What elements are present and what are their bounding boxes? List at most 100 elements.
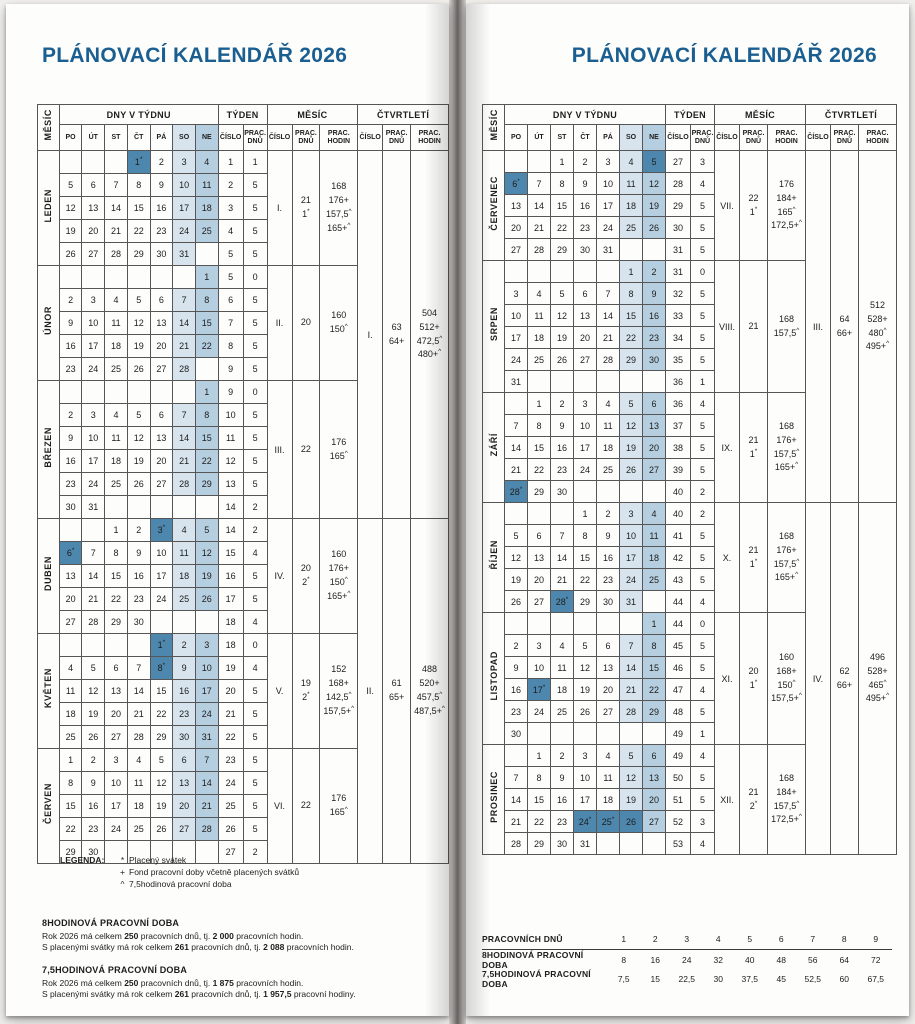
day-cell: 7 — [619, 634, 643, 657]
day-cell: 12 — [550, 304, 574, 327]
text-run: Rok 2026 má celkem — [42, 931, 125, 941]
week-number-cell: 27 — [665, 150, 691, 173]
day-cell: 18 — [596, 788, 620, 811]
day-cell: 18 — [104, 449, 128, 473]
day-cell: 27 — [504, 238, 528, 261]
day-cell: 24 — [194, 702, 219, 726]
day-cell — [58, 380, 83, 404]
day-cell: 8 — [573, 524, 597, 547]
day-cell: 4 — [104, 403, 128, 427]
day-cell: 6* — [58, 541, 83, 565]
calendar-table: MĚSÍC DNY V TÝDNU TÝDEN MĚSÍC ČTVRTLETÍ PO ÚT S… — [37, 104, 449, 864]
value-line: 496 — [869, 651, 886, 662]
day-cell — [619, 370, 643, 393]
day-cell: 4 — [596, 392, 620, 415]
day-cell: 2 — [81, 748, 106, 772]
day-cell: 31 — [194, 725, 219, 749]
day-cell: 28 — [172, 357, 196, 381]
col-header-ctvrtleti-prac-dnu: PRAC. DNŮ — [830, 124, 859, 151]
month-numeral-cell: V. — [266, 633, 293, 749]
day-cell — [619, 480, 643, 503]
value-line: 157,5^ — [773, 447, 800, 459]
page-title: PLÁNOVACÍ KALENDÁŘ 2026 — [571, 44, 877, 67]
month-hours-cell: 160 168+ 150^ 157,5+^ — [767, 612, 806, 745]
day-cell: 10 — [527, 656, 551, 679]
symbol-marker: * — [71, 547, 75, 554]
value-line: 172,5+^ — [771, 219, 802, 231]
header-mesic-rotated: MĚSÍC — [482, 104, 505, 151]
hours-value-cell: 67,5 — [867, 973, 885, 984]
month-label-text: ÚNOR — [43, 306, 54, 335]
day-cell — [527, 722, 551, 745]
week-workdays-cell: 5 — [242, 196, 268, 220]
day-cell: 7 — [504, 414, 528, 437]
week-number-cell: 53 — [665, 832, 691, 855]
value-line: 22 — [300, 800, 311, 811]
day-cell: 10 — [172, 173, 196, 197]
header-ctvrtleti-group: ČTVRTLETÍ — [805, 104, 897, 125]
day-cell — [172, 495, 196, 519]
week-workdays-cell: 5 — [242, 472, 268, 496]
week-workdays-cell: 5 — [690, 656, 715, 679]
month-label: KVĚTEN — [37, 633, 60, 749]
day-cell — [527, 502, 551, 525]
day-cell: 21 — [104, 219, 128, 243]
col-header-čt: ČT — [126, 124, 151, 151]
day-cell: 15 — [194, 311, 219, 335]
week-number-cell: 51 — [665, 788, 691, 811]
day-cell: 6* — [504, 172, 528, 195]
month-hours-cell: 168 184+ 157,5^ 172,5+^ — [767, 744, 806, 855]
quarter-numeral-cell: III. — [805, 150, 831, 503]
text-run: pracovních dnů, tj. — [188, 942, 264, 953]
day-cell: 1 — [642, 612, 666, 635]
value-line: 2* — [749, 799, 758, 811]
day-cell: 21 — [172, 449, 196, 473]
day-cell: 29 — [194, 472, 219, 496]
day-cell: 19 — [126, 449, 151, 473]
month-hours-cell: 168 176+ 157,5^ 165+^ — [767, 502, 806, 613]
day-cell: 3 — [81, 288, 106, 312]
col-header-ctvrtleti-cislo: ČÍSLO — [357, 124, 384, 151]
bold-number: 2 000 — [212, 931, 234, 941]
week-workdays-cell: 5 — [690, 216, 715, 239]
week-number-cell: 22 — [217, 725, 244, 749]
week-workdays-cell: 5 — [690, 766, 715, 789]
day-cell: 27 — [81, 242, 106, 266]
week-number-cell: 49 — [665, 722, 691, 745]
hours-data-row: 7,5HODINOVÁ PRACOVNÍ DOBA 7,5 15 22,5 30 37,5… — [482, 969, 892, 989]
day-cell — [504, 744, 528, 767]
value-line: 152 — [331, 664, 347, 675]
day-cell — [596, 480, 620, 503]
day-cell: 4 — [642, 502, 666, 525]
day-cell — [550, 612, 574, 635]
value-line: 21 — [748, 320, 759, 331]
week-number-cell: 15 — [217, 541, 244, 565]
day-cell: 8 — [58, 771, 83, 795]
day-cell: 2 — [126, 518, 151, 542]
quarter-numeral-cell: II. — [357, 518, 384, 864]
day-cell — [596, 612, 620, 635]
static-tr: 16 17 18 19 20 21 22 8 5 — [38, 334, 449, 358]
header-tyden-group: TÝDEN — [665, 104, 715, 125]
day-cell: 1 — [619, 260, 643, 283]
day-cell: 20 — [104, 702, 128, 726]
day-cell: 18 — [194, 196, 219, 220]
hours-row-label: 8HODINOVÁ PRACOVNÍ DOBA — [482, 949, 584, 970]
week-workdays-cell: 0 — [242, 380, 268, 404]
day-cell: 13 — [58, 564, 83, 588]
day-cell: 5 — [126, 403, 151, 427]
symbol-marker: * — [754, 799, 758, 807]
day-cell: 14 — [619, 656, 643, 679]
static-tr: 15 16 17 18 19 20 21 25 5 — [38, 794, 449, 818]
static-tr: 5 6 7 8 9 10 11 2 5 — [38, 173, 449, 197]
value-line: 22 — [300, 443, 311, 454]
symbol-marker: * — [754, 205, 758, 213]
symbol-marker: ^ — [798, 692, 802, 700]
quarter-workdays-cell: 62 66+ — [830, 502, 859, 855]
week-number-cell: 39 — [665, 458, 691, 481]
static-tr: 2 3 4 5 6 7 8 10 5 — [38, 403, 449, 427]
day-cell: 2 — [504, 634, 528, 657]
day-cell — [619, 832, 643, 855]
static-tr: PROSINEC 1 2 3 4 5 6 49 4 XII. 21 2* 168 184+ 157,5^ 17… — [482, 744, 897, 855]
value-line: 504 — [422, 307, 438, 318]
